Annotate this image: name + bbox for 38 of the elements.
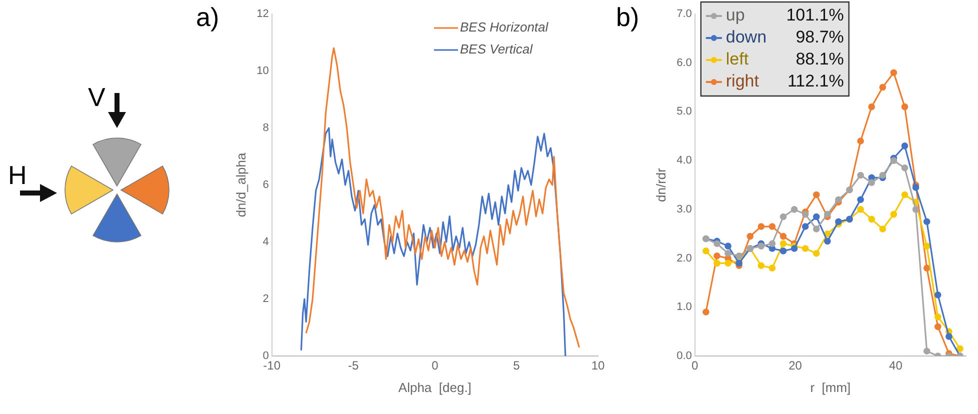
y-tick-label: 10 (256, 65, 269, 78)
y-tick-label: 2 (262, 293, 269, 306)
y-tick-label: 0.0 (676, 350, 692, 362)
y-tick-label: 5.0 (676, 106, 692, 118)
x-tick-label: 0 (432, 358, 439, 373)
y-axis-title: dn/rdr (653, 167, 668, 202)
x-tick-label: 20 (788, 358, 802, 373)
x-axis-title: Alpha [deg.] (398, 380, 472, 395)
y-tick-label: 6 (262, 179, 269, 192)
y-tick-label: 8 (262, 122, 269, 134)
y-tick-label: 4 (262, 236, 269, 248)
y-tick-label: 7.0 (676, 8, 692, 20)
annotation: 112.1% (787, 72, 844, 91)
text: V (88, 82, 106, 113)
legend-label: BES Vertical (460, 42, 534, 57)
annotation: 98.7% (796, 28, 844, 47)
legend-label: down (726, 28, 767, 47)
y-tick-label: 2.0 (676, 252, 692, 264)
y-tick-label: 4.0 (676, 154, 692, 167)
x-tick-label: 5 (513, 358, 520, 373)
chart-title: a) (196, 2, 220, 32)
text: H (8, 160, 27, 191)
annotation: 88.1% (796, 50, 844, 69)
y-axis-title: dn/d_alpha (233, 152, 248, 218)
x-tick-label: 40 (889, 358, 903, 373)
y-tick-label: 12 (256, 8, 269, 20)
legend-label: up (726, 6, 745, 25)
chart-title: b) (616, 2, 640, 32)
y-tick-label: 1.0 (676, 301, 692, 314)
legend-label: BES Horizontal (460, 20, 550, 35)
x-tick-label: -5 (348, 358, 360, 373)
legend-label: left (726, 50, 749, 69)
x-tick-label: 10 (591, 358, 605, 373)
annotation: 101.1% (786, 6, 844, 25)
legend-label: right (726, 72, 760, 91)
y-tick-label: 6.0 (676, 56, 692, 69)
x-axis-title: r [mm] (810, 380, 851, 395)
y-tick-label: 3.0 (676, 203, 692, 216)
